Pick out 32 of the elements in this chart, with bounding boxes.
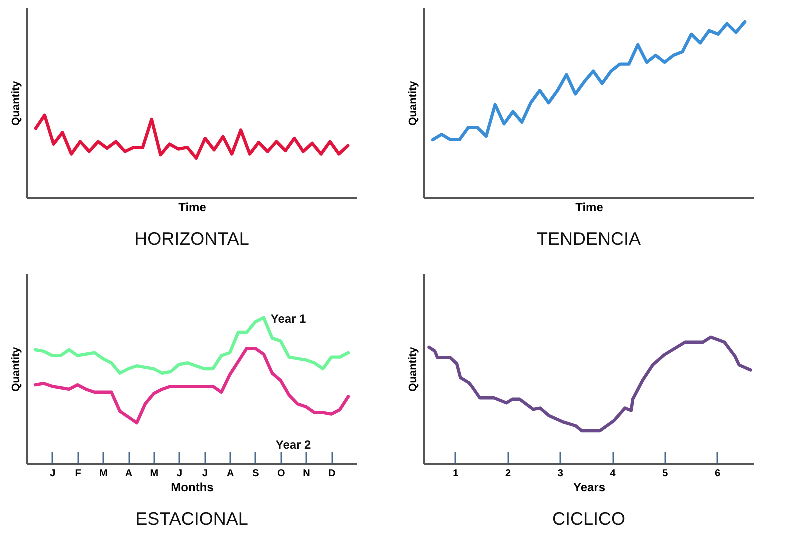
x-axis-title: Months xyxy=(171,480,214,494)
y-axis-title: Quantity xyxy=(10,80,22,126)
x-tick-label: 4 xyxy=(610,468,616,480)
y-axis-title: Quantity xyxy=(408,346,420,392)
x-tick-label: 1 xyxy=(453,468,460,480)
x-tick-label: 6 xyxy=(715,468,722,480)
x-tick-label: 3 xyxy=(558,468,564,480)
x-axis-title: Time xyxy=(178,200,207,214)
x-tick-label: S xyxy=(252,468,260,480)
x-tick-label: M xyxy=(99,468,108,480)
text: TENDENCIA xyxy=(536,229,642,249)
text: Year 2 xyxy=(276,438,312,452)
text: ESTACIONAL xyxy=(136,509,248,529)
x-tick-label: D xyxy=(328,468,336,480)
x-axis-title: Years xyxy=(573,480,606,494)
x-tick-label: M xyxy=(150,468,159,480)
x-tick-label: A xyxy=(226,468,234,480)
text: HORIZONTAL xyxy=(134,229,250,249)
text: CICLICO xyxy=(552,509,626,529)
x-tick-label: J xyxy=(50,468,56,480)
x-tick-label: F xyxy=(75,468,82,480)
series-label: Year 1 xyxy=(270,312,307,326)
x-tick-label: 5 xyxy=(662,468,669,480)
x-tick-label: N xyxy=(303,468,310,480)
x-tick-label: J xyxy=(202,468,208,480)
y-axis-title: Quantity xyxy=(10,346,22,392)
x-axis-title: Time xyxy=(576,200,604,214)
x-tick-label: O xyxy=(277,468,286,480)
y-axis-title: Quantity xyxy=(408,80,420,126)
x-tick-label: J xyxy=(177,468,183,480)
x-tick-label: 2 xyxy=(506,468,512,480)
x-tick-label: A xyxy=(125,468,133,480)
